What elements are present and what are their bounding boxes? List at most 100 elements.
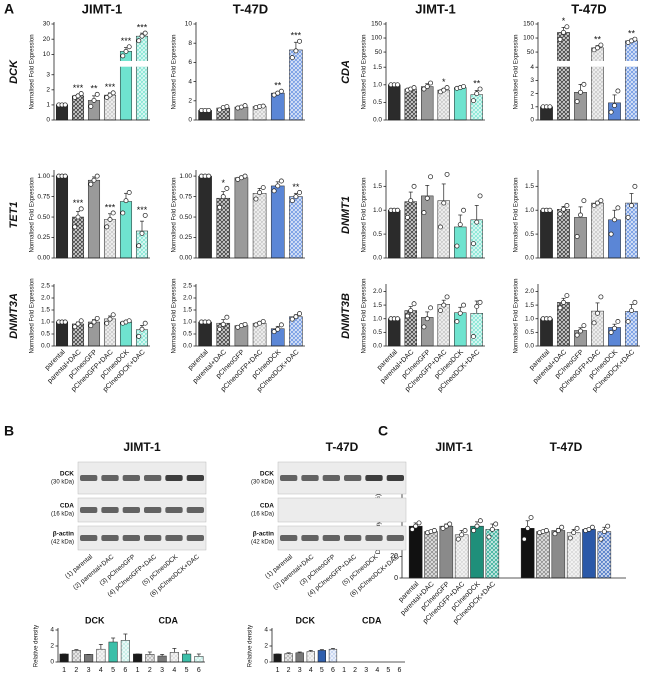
data-point <box>557 36 563 42</box>
bar <box>87 100 101 121</box>
data-point <box>139 33 145 39</box>
error-bar <box>74 649 79 651</box>
data-point <box>72 324 78 330</box>
data-point <box>411 85 417 91</box>
series-label: DCK <box>85 615 105 625</box>
y-axis-label: Normalised Fold Expression <box>171 34 177 109</box>
y-tick-label: 0 <box>50 659 54 666</box>
y-tick-label: 2.0 <box>525 288 534 295</box>
data-point <box>567 535 573 541</box>
bar <box>421 86 434 121</box>
data-point <box>424 84 430 90</box>
data-point <box>123 48 129 54</box>
blot-band <box>144 507 162 513</box>
blot-strip <box>77 525 207 551</box>
data-point <box>421 86 427 92</box>
data-point <box>217 204 223 210</box>
y-tick-label: 0.50 <box>37 214 50 221</box>
blot-band <box>301 475 319 481</box>
y-axis-label: Normalised Fold Expression <box>513 34 519 109</box>
y-tick-label: 0.0 <box>373 343 382 350</box>
gene-label: DNMT1 <box>340 196 352 234</box>
y-tick-label: 1.5 <box>41 307 50 314</box>
data-point <box>612 217 617 223</box>
error-bar <box>123 633 128 641</box>
data-point <box>629 202 634 208</box>
data-point <box>474 304 480 309</box>
bar <box>270 185 285 259</box>
data-point <box>632 36 638 42</box>
data-point <box>598 198 604 204</box>
bar <box>84 654 94 663</box>
bar <box>289 196 303 259</box>
y-tick-label: 1.5 <box>525 183 534 190</box>
data-point <box>395 82 400 88</box>
error-bar <box>319 649 324 651</box>
y-tick-label: 0 <box>394 575 398 582</box>
blot-size: (16 kDa) <box>51 512 74 518</box>
data-point <box>278 322 284 328</box>
significance: * <box>562 16 566 26</box>
data-point <box>459 532 465 538</box>
data-point <box>75 321 81 327</box>
data-point <box>395 207 400 213</box>
x-tick-label: 5 <box>185 667 189 674</box>
y-tick-label: 1.0 <box>373 82 382 89</box>
blot-band <box>280 535 298 541</box>
blot-title: JIMT-1 <box>123 440 161 454</box>
bar <box>454 226 467 259</box>
data-point <box>629 308 634 313</box>
bar <box>439 525 454 579</box>
blot-size: (16 kDa) <box>251 512 274 518</box>
data-point <box>632 299 638 305</box>
data-point <box>75 93 81 99</box>
bar <box>557 209 570 259</box>
significance: *** <box>105 202 116 212</box>
data-point <box>278 88 284 94</box>
panel-label: B <box>4 423 14 439</box>
error-bar <box>196 653 201 657</box>
blot-band <box>365 475 383 481</box>
data-point <box>438 308 443 313</box>
data-point <box>271 188 277 194</box>
gene-label: CDA <box>340 60 352 84</box>
bar <box>574 92 587 121</box>
y-tick-label: 1.0 <box>373 315 382 322</box>
data-point <box>598 536 604 542</box>
bar <box>289 49 303 121</box>
blot-strip <box>277 525 407 551</box>
error-bar <box>286 652 291 654</box>
data-point <box>444 85 450 91</box>
significance: * <box>442 77 446 87</box>
data-point <box>257 190 263 195</box>
data-point <box>260 103 266 109</box>
gene-label: DNMT3B <box>340 293 352 339</box>
data-point <box>591 202 597 208</box>
data-point <box>91 97 97 103</box>
significance: *** <box>137 22 148 32</box>
x-tick-label: 2 <box>148 667 152 674</box>
significance: ** <box>90 84 98 94</box>
blot-band <box>144 475 162 481</box>
data-point <box>242 321 248 327</box>
significance: *** <box>137 205 148 215</box>
significance: ** <box>292 182 300 192</box>
bar <box>169 652 179 663</box>
y-axis-label: Relative density <box>247 625 253 667</box>
bar <box>96 648 106 663</box>
data-point <box>461 84 466 90</box>
data-point <box>126 44 132 50</box>
data-point <box>561 206 566 212</box>
data-point <box>91 177 97 183</box>
bar <box>437 200 450 259</box>
blot-band <box>186 475 204 481</box>
bar <box>404 88 417 121</box>
data-point <box>543 528 549 533</box>
data-point <box>474 91 480 97</box>
data-point <box>424 195 430 201</box>
y-tick-label: 50 <box>527 49 535 56</box>
bar <box>55 175 69 259</box>
group-title: JIMT-1 <box>435 440 473 454</box>
bar <box>55 321 69 347</box>
